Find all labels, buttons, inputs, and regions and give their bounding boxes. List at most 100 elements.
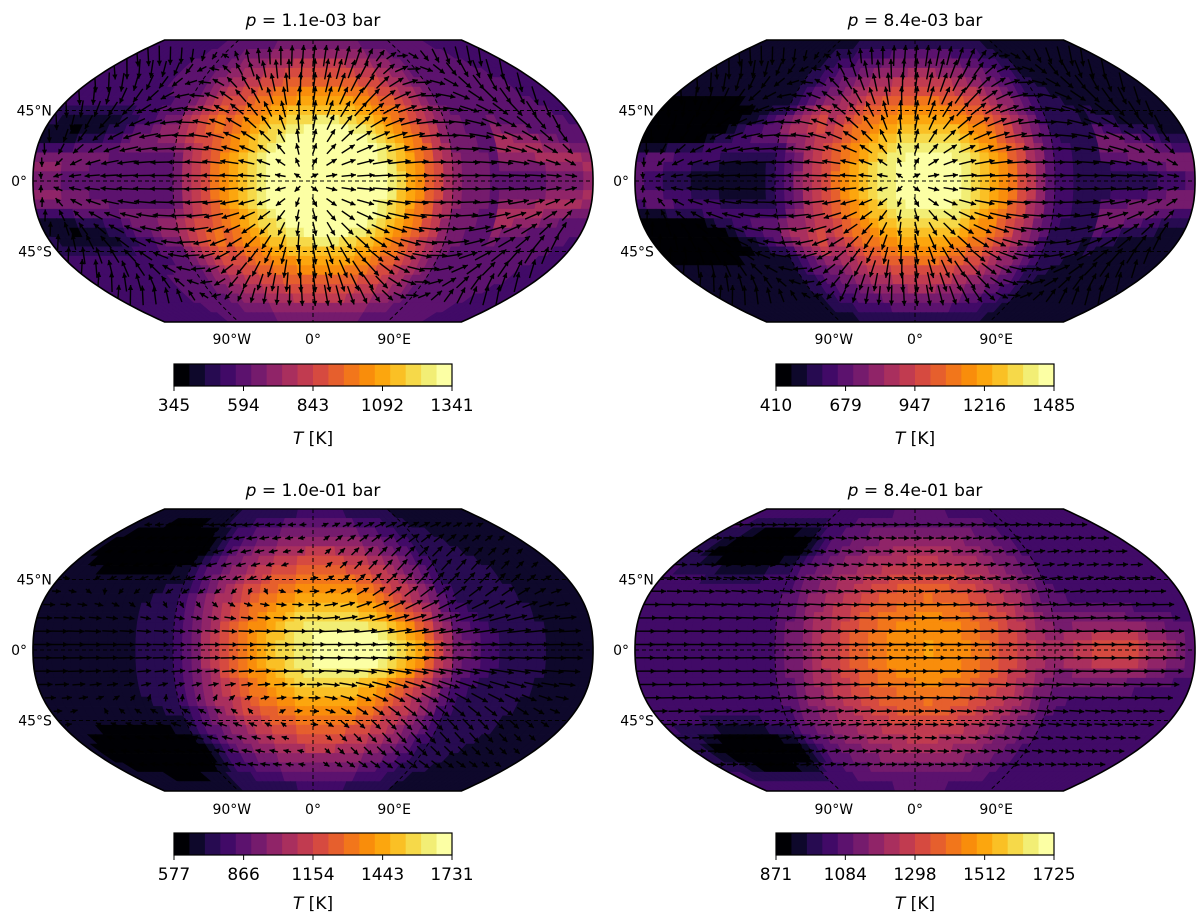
wind-arrow-head <box>120 211 126 217</box>
temperature-cell <box>303 161 314 172</box>
wind-arrow-head <box>237 172 244 178</box>
temperature-cell <box>480 161 491 172</box>
temperature-cell <box>377 161 388 172</box>
wind-arrow-head <box>206 131 212 137</box>
wind-arrow-head <box>419 131 425 137</box>
wind-arrow-head <box>281 86 287 92</box>
wind-arrow-head <box>525 173 531 179</box>
wind-arrow-head <box>348 229 354 235</box>
wind-arrow-head <box>413 292 419 298</box>
wind-arrow-head <box>471 251 478 257</box>
temperature-cell <box>303 218 314 229</box>
temperature-cell <box>452 161 463 172</box>
temperature-cell <box>286 237 297 248</box>
temperature-cell <box>361 312 376 322</box>
temperature-cell <box>268 237 279 248</box>
temperature-cell <box>1026 161 1037 172</box>
wind-arrow-head <box>123 134 129 140</box>
wind-arrow-head <box>78 112 84 118</box>
wind-arrow-head <box>539 235 545 241</box>
wind-arrow-head <box>325 58 331 64</box>
temperature-cell <box>285 227 296 238</box>
wind-arrow-head <box>172 226 178 232</box>
temperature-cell <box>922 255 933 266</box>
wind-arrow-head <box>262 298 268 304</box>
wind-arrow-head <box>349 200 356 206</box>
temperature-cell <box>1063 190 1074 201</box>
temperature-cell <box>793 152 805 163</box>
wind-arrow-head <box>561 222 567 228</box>
wind-arrow-head <box>139 133 145 139</box>
wind-arrow-head <box>145 238 152 244</box>
wind-arrow-head <box>331 159 337 164</box>
wind-arrow-head <box>53 125 60 131</box>
temperature-cell <box>273 312 284 322</box>
wind-arrow-head <box>350 158 356 164</box>
wind-arrow-head <box>323 45 329 51</box>
colorbar-segment <box>374 364 391 386</box>
temperature-cell <box>1016 190 1028 201</box>
wind-arrow-head <box>59 209 64 216</box>
wind-arrow-head <box>439 80 446 86</box>
wind-arrow-head <box>186 145 192 151</box>
temperature-cell <box>284 143 296 154</box>
temperature-cell <box>154 152 166 163</box>
wind-arrow-head <box>295 114 301 120</box>
wind-arrow-head <box>266 87 272 93</box>
temperature-cell <box>1109 190 1121 201</box>
temperature-map: 45°N0°45°S90°W 0° 90°E <box>11 39 594 348</box>
temperature-cell <box>756 190 767 201</box>
temperature-cell <box>194 312 216 322</box>
temperature-cell <box>582 190 593 201</box>
wind-arrow-head <box>149 173 155 179</box>
temperature-cell <box>833 227 845 238</box>
temperature-cell <box>61 152 74 163</box>
wind-arrow-head <box>350 299 355 305</box>
wind-arrow-head <box>176 265 182 271</box>
temperature-cell <box>906 77 916 88</box>
temperature-cell <box>312 312 319 322</box>
wind-arrow-head <box>256 186 262 192</box>
wind-arrow-head <box>69 186 75 192</box>
temperature-cell <box>902 302 910 313</box>
temperature-cell <box>908 49 916 60</box>
wind-arrow-head <box>221 145 227 151</box>
temperature-cell <box>802 190 814 201</box>
wind-arrow-head <box>238 186 244 192</box>
wind-arrow-head <box>338 59 343 65</box>
wind-arrow-head <box>452 81 459 87</box>
temperature-cell <box>355 237 367 248</box>
wind-arrow-head <box>350 172 356 178</box>
temperature-cell <box>293 161 305 172</box>
temperature-cell <box>126 190 137 201</box>
wind-arrow-head <box>566 210 572 216</box>
temperature-cell <box>358 152 370 163</box>
colorbar-segment <box>343 364 360 386</box>
wind-arrow-head <box>540 185 546 191</box>
wind-arrow-head <box>209 66 215 72</box>
temperature-cell <box>287 255 298 266</box>
temperature-cell <box>907 284 916 295</box>
wind-arrow-head <box>567 148 573 154</box>
temperature-cell <box>1185 180 1195 191</box>
wind-arrow-head <box>394 255 400 261</box>
wind-arrow-head <box>510 122 517 127</box>
temperature-cell <box>892 284 902 295</box>
wind-arrow-head <box>462 264 468 270</box>
temperature-cell <box>303 208 314 219</box>
temperature-cell <box>905 143 916 154</box>
temperature-cell <box>746 190 758 201</box>
wind-arrow-head <box>160 94 167 100</box>
temperature-cell <box>998 161 1009 172</box>
wind-arrow-head <box>156 60 162 66</box>
wind-arrow-head <box>90 99 96 105</box>
temperature-cell <box>414 152 425 163</box>
wind-arrow-head <box>517 110 523 116</box>
wind-arrow-head <box>436 290 442 296</box>
wind-arrow-head <box>516 224 522 230</box>
wind-arrow-head <box>168 252 174 258</box>
wind-arrow-head <box>278 229 283 236</box>
wind-arrow-head <box>412 78 418 84</box>
temperature-cell <box>886 208 898 219</box>
temperature-cell <box>1185 171 1195 182</box>
